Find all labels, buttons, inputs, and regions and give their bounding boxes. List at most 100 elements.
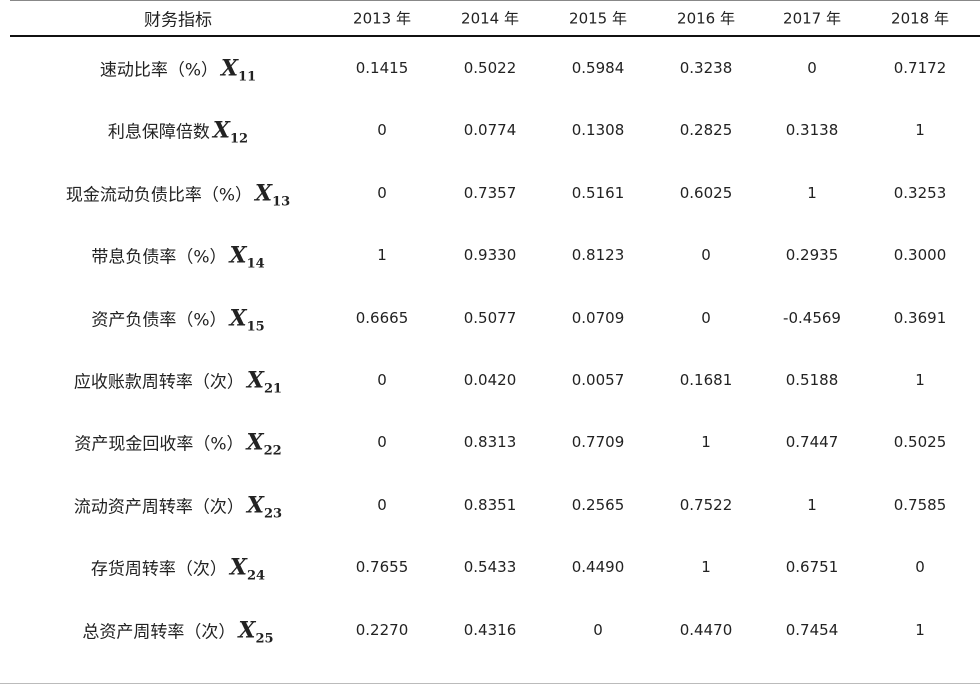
value-cell: 0.3238 (679, 59, 733, 77)
value-cell: 0.3000 (893, 246, 947, 265)
value-cell: 0.6025 (679, 183, 733, 202)
value-cell: 1 (807, 183, 817, 202)
label-text: 应收账款周转率（次） (73, 372, 244, 393)
value-cell: 1 (701, 558, 711, 577)
value-cell: 0.0420 (463, 371, 517, 389)
value-cell: 0.6665 (355, 308, 409, 327)
row-label: 应收账款周转率（次） X21 (74, 368, 282, 397)
value-cell: 0.3253 (893, 183, 947, 202)
value-cell: 0.7585 (893, 495, 947, 514)
value-cell: 0 (593, 620, 603, 639)
label-text: 现金流动负债比率（%） (65, 185, 252, 206)
subscript: 13 (272, 194, 291, 210)
symbol: X (220, 55, 239, 82)
value-cell: 0.9330 (463, 246, 517, 265)
header-cell: 2015 年 (569, 9, 627, 28)
value-cell: 0.7709 (571, 433, 625, 452)
value-cell: 1 (915, 620, 925, 639)
label-text: 利息保障倍数 (107, 122, 210, 143)
value-cell: 0.1681 (679, 371, 733, 389)
value-cell: 1 (701, 433, 711, 452)
header-cell: 财务指标 (144, 10, 212, 31)
value-cell: 0 (807, 59, 817, 77)
row-label: 总资产周转率（次） X25 (82, 617, 273, 646)
value-cell: 0.7454 (785, 620, 839, 639)
symbol: X (229, 242, 247, 269)
row-label: 资产负债率（%） X15 (91, 305, 264, 334)
value-cell: 0.3691 (893, 308, 947, 327)
symbol: X (238, 617, 256, 644)
value-cell: 0.5433 (463, 558, 517, 577)
value-cell: 0.5022 (463, 59, 517, 77)
value-cell: 0.2935 (785, 246, 839, 265)
value-cell: 0 (377, 433, 387, 452)
value-cell: 0.0709 (571, 308, 625, 327)
label-text: 资产负债率（%） (91, 310, 227, 331)
subscript: 23 (263, 506, 283, 522)
value-cell: 0.7447 (785, 433, 839, 452)
value-cell: 0.7172 (893, 59, 947, 77)
value-cell: 1 (915, 371, 925, 389)
value-cell: 0.5984 (571, 59, 625, 77)
row-label: 现金流动负债比率（%） X13 (66, 180, 290, 209)
value-cell: 0.2270 (355, 620, 409, 639)
value-cell: 0.2825 (679, 121, 733, 140)
label-text: 流动资产周转率（次） (73, 497, 244, 518)
value-cell: 0.7357 (463, 183, 517, 202)
value-cell: 1 (377, 246, 387, 265)
value-cell: 0.1415 (355, 59, 409, 77)
row-label: 带息负债率（%） X14 (91, 243, 264, 272)
value-cell: 0.7655 (355, 558, 409, 577)
row-label: 利息保障倍数 X12 (108, 118, 248, 147)
subscript: 12 (229, 131, 249, 147)
value-cell: 0.7522 (679, 495, 733, 514)
value-cell: 0 (701, 246, 711, 265)
row-label: 资产现金回收率（%） X22 (74, 430, 281, 459)
subscript: 24 (246, 568, 266, 584)
value-cell: 0.8123 (571, 246, 625, 265)
value-cell: -0.4569 (783, 308, 841, 327)
value-cell: 0 (377, 495, 387, 514)
value-cell: 0 (701, 308, 711, 327)
value-cell: 0.0774 (463, 121, 517, 140)
label-text: 速动比率（%） (99, 60, 218, 81)
value-cell: 0.5188 (785, 371, 839, 389)
row-label: 流动资产周转率（次） X23 (74, 492, 282, 521)
value-cell: 0 (377, 371, 387, 389)
value-cell: 0.4490 (571, 558, 625, 577)
value-cell: 0 (377, 121, 387, 140)
label-text: 资产现金回收率（%） (74, 434, 244, 455)
symbol: X (229, 305, 247, 332)
value-cell: 1 (807, 495, 817, 514)
value-cell: 0.4470 (679, 620, 733, 639)
value-cell: 0.3138 (785, 121, 839, 140)
subscript: 25 (255, 631, 274, 647)
header-cell: 2018 年 (891, 9, 949, 28)
subscript: 21 (263, 381, 283, 397)
header-cell: 2014 年 (461, 9, 519, 28)
value-cell: 0 (377, 183, 387, 202)
symbol: X (229, 554, 247, 581)
value-cell: 0.4316 (463, 620, 517, 639)
label-text: 存货周转率（次） (90, 559, 227, 580)
subscript: 11 (238, 69, 257, 85)
label-text: 带息负债率（%） (91, 247, 227, 268)
header-cell: 2017 年 (783, 9, 841, 28)
top-rule (10, 0, 980, 1)
header-cell: 2013 年 (353, 9, 411, 28)
row-label: 存货周转率（次） X24 (91, 555, 265, 584)
value-cell: 0 (915, 558, 925, 577)
value-cell: 1 (915, 121, 925, 140)
value-cell: 0.2565 (571, 495, 625, 514)
value-cell: 0.5025 (893, 433, 947, 452)
symbol: X (246, 429, 264, 456)
row-label: 速动比率（%） X11 (100, 56, 256, 85)
value-cell: 0.8313 (463, 433, 517, 452)
subscript: 14 (246, 256, 265, 272)
symbol: X (254, 180, 273, 207)
value-cell: 0.5077 (463, 308, 517, 327)
symbol: X (246, 492, 264, 519)
subscript: 15 (246, 319, 265, 335)
subscript: 22 (263, 443, 282, 459)
